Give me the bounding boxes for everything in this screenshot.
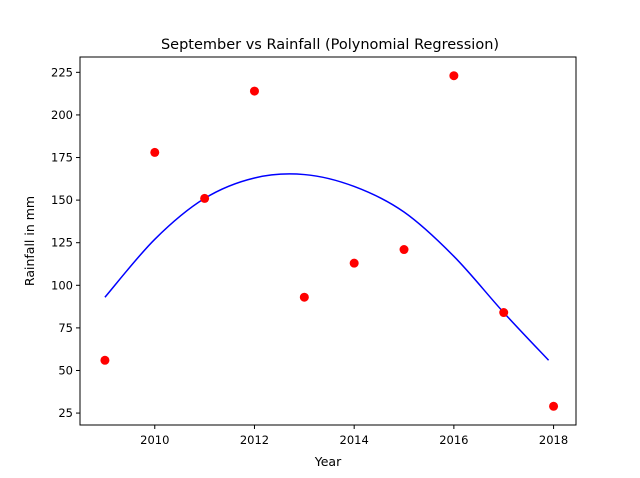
plot-frame (79, 56, 577, 426)
x-axis: 2010 2012 2014 2016 2018 (140, 425, 568, 447)
y-axis-label: Rainfall in mm (22, 196, 37, 286)
data-point (299, 292, 309, 302)
y-tick-label: 50 (58, 363, 73, 377)
data-point (100, 355, 110, 365)
data-point (200, 193, 210, 203)
data-point (349, 258, 359, 268)
x-tick-label: 2016 (439, 433, 468, 447)
y-tick-label: 200 (51, 108, 73, 122)
data-point (449, 71, 459, 81)
x-tick-label: 2010 (140, 433, 169, 447)
x-tick-label: 2018 (539, 433, 568, 447)
x-tick-label: 2014 (340, 433, 369, 447)
data-point (499, 308, 509, 318)
y-tick-label: 150 (51, 193, 73, 207)
regression-curve (104, 173, 550, 361)
data-point (549, 401, 559, 411)
data-point (399, 245, 409, 255)
y-tick-label: 125 (51, 236, 73, 250)
data-points (100, 71, 559, 411)
data-point (249, 86, 259, 96)
x-axis-label: Year (314, 454, 342, 469)
y-tick-label: 75 (58, 321, 73, 335)
chart-title: September vs Rainfall (Polynomial Regres… (161, 37, 499, 53)
data-point (150, 147, 160, 157)
y-tick-label: 100 (51, 278, 73, 292)
y-axis: 25 50 75 100 125 150 175 200 225 (51, 65, 80, 420)
y-tick-label: 225 (51, 65, 73, 79)
x-tick-label: 2012 (240, 433, 269, 447)
plot-area (100, 71, 559, 411)
y-tick-label: 25 (58, 406, 73, 420)
y-tick-label: 175 (51, 151, 73, 165)
